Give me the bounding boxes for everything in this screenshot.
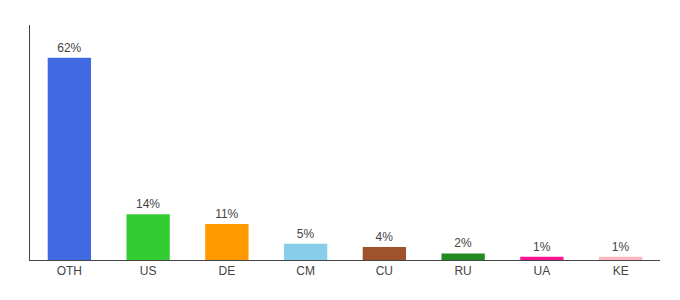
svg-text:4%: 4% [376, 230, 394, 244]
svg-text:US: US [140, 264, 157, 278]
svg-text:2%: 2% [454, 236, 472, 250]
svg-text:OTH: OTH [57, 264, 82, 278]
svg-text:1%: 1% [533, 240, 551, 254]
svg-text:62%: 62% [57, 41, 81, 55]
svg-text:1%: 1% [612, 240, 630, 254]
svg-text:UA: UA [534, 264, 551, 278]
svg-text:11%: 11% [215, 207, 238, 221]
svg-text:DE: DE [219, 264, 236, 278]
svg-text:14%: 14% [136, 197, 160, 211]
svg-text:5%: 5% [297, 227, 315, 241]
svg-text:CU: CU [376, 264, 393, 278]
svg-text:RU: RU [454, 264, 471, 278]
svg-text:CM: CM [296, 264, 315, 278]
svg-text:KE: KE [613, 264, 629, 278]
